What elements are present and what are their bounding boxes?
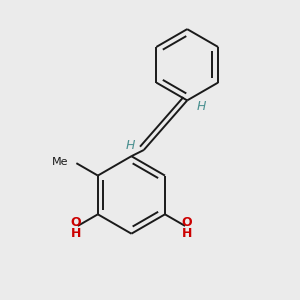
Text: H: H (125, 139, 134, 152)
Text: H: H (196, 100, 206, 113)
Text: O: O (181, 216, 192, 229)
Text: H: H (71, 227, 81, 240)
Text: Me: Me (52, 157, 69, 166)
Text: H: H (182, 227, 192, 240)
Text: O: O (71, 216, 82, 229)
